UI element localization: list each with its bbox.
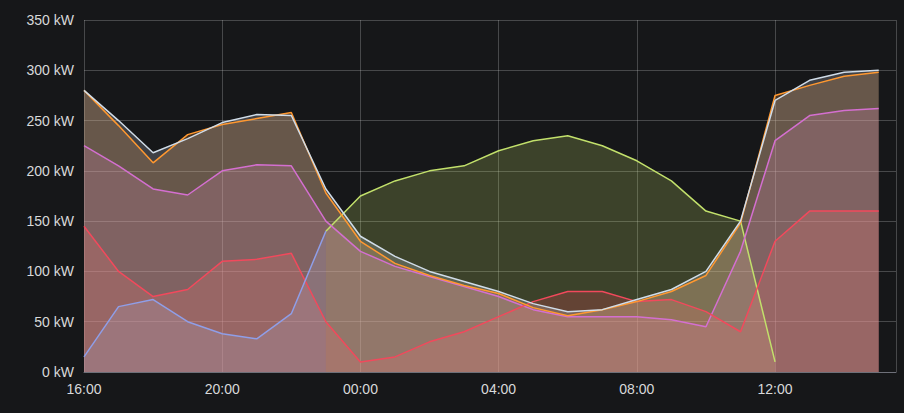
svg-text:00:00: 00:00 <box>343 381 378 397</box>
svg-text:08:00: 08:00 <box>619 381 654 397</box>
svg-text:350 kW: 350 kW <box>27 12 75 28</box>
svg-text:20:00: 20:00 <box>205 381 240 397</box>
svg-text:12:00: 12:00 <box>758 381 793 397</box>
svg-text:100 kW: 100 kW <box>27 263 75 279</box>
svg-text:16:00: 16:00 <box>66 381 101 397</box>
svg-text:300 kW: 300 kW <box>27 62 75 78</box>
svg-text:50 kW: 50 kW <box>34 314 74 330</box>
svg-text:0 kW: 0 kW <box>42 364 75 380</box>
svg-text:250 kW: 250 kW <box>27 113 75 129</box>
svg-text:200 kW: 200 kW <box>27 163 75 179</box>
svg-text:04:00: 04:00 <box>481 381 516 397</box>
svg-text:150 kW: 150 kW <box>27 213 75 229</box>
